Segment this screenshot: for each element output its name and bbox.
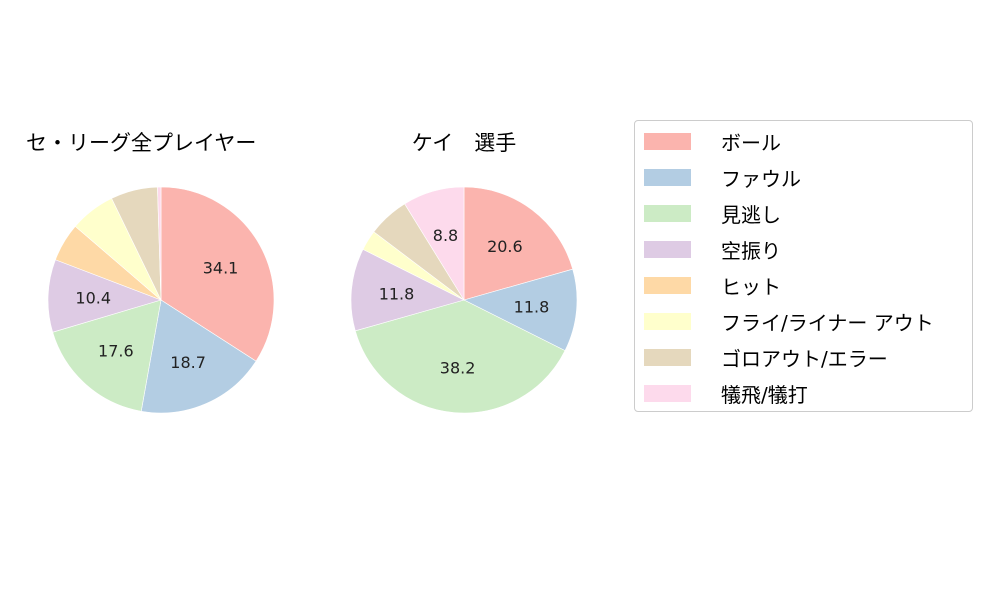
pie-slice — [157, 186, 162, 301]
legend-swatch — [644, 384, 691, 402]
legend-swatch — [644, 312, 691, 330]
legend-swatch — [644, 240, 691, 258]
pie-slice — [463, 186, 574, 301]
legend-swatch — [644, 348, 691, 366]
pie-slice — [354, 299, 566, 414]
legend-item-called-strike: 見逃し — [644, 201, 781, 227]
legend-label: ヒット — [721, 274, 781, 299]
pie-slice — [350, 248, 465, 332]
legend-swatch — [644, 168, 691, 186]
slice-value-label: 34.1 — [203, 259, 239, 278]
legend-label: フライ/ライナー アウト — [721, 310, 934, 335]
slice-value-label: 11.8 — [379, 285, 415, 304]
slice-value-label: 17.6 — [98, 342, 134, 361]
legend-item-fly-liner-out: フライ/ライナー アウト — [644, 309, 934, 335]
slice-value-label: 10.4 — [75, 288, 111, 307]
right-chart-title: ケイ 選手 — [411, 131, 517, 155]
pie-slice — [404, 186, 465, 302]
legend-item-foul: ファウル — [644, 165, 801, 191]
legend-swatch — [644, 204, 691, 222]
legend-item-swinging-strike: 空振り — [644, 237, 781, 263]
pie-slice — [160, 186, 275, 362]
pie-league-all-players: 34.1 18.7 17.6 10.4 — [47, 186, 275, 414]
pie-kei-player: 20.6 11.8 38.2 11.8 8.8 — [350, 186, 578, 414]
slice-value-label: 18.7 — [170, 353, 206, 372]
legend-item-ground-out-error: ゴロアウト/エラー — [644, 345, 888, 371]
pie-slice — [47, 259, 162, 333]
legend-item-ball: ボール — [644, 129, 781, 155]
pie-slice — [140, 299, 257, 414]
legend-label: 犠飛/犠打 — [721, 382, 808, 407]
legend-item-sacrifice: 犠飛/犠打 — [644, 381, 808, 407]
pie-slice — [463, 268, 578, 352]
slice-value-label: 20.6 — [487, 237, 523, 256]
legend-label: 見逃し — [721, 202, 781, 227]
legend-label: ボール — [721, 130, 781, 155]
slice-value-label: 8.8 — [433, 226, 458, 245]
legend-label: ゴロアウト/エラー — [721, 346, 888, 371]
pie-slice — [52, 299, 162, 412]
legend-swatch — [644, 276, 691, 294]
legend-item-hit: ヒット — [644, 273, 781, 299]
legend-swatch — [644, 132, 691, 150]
slice-value-label: 11.8 — [514, 297, 550, 316]
legend-label: 空振り — [721, 238, 781, 263]
left-chart-title: セ・リーグ全プレイヤー — [26, 131, 257, 155]
legend: ボール ファウル 見逃し 空振り ヒット フライ/ライナー アウト ゴロアウト/… — [634, 120, 973, 412]
slice-value-label: 38.2 — [440, 358, 476, 377]
legend-label: ファウル — [721, 166, 801, 191]
